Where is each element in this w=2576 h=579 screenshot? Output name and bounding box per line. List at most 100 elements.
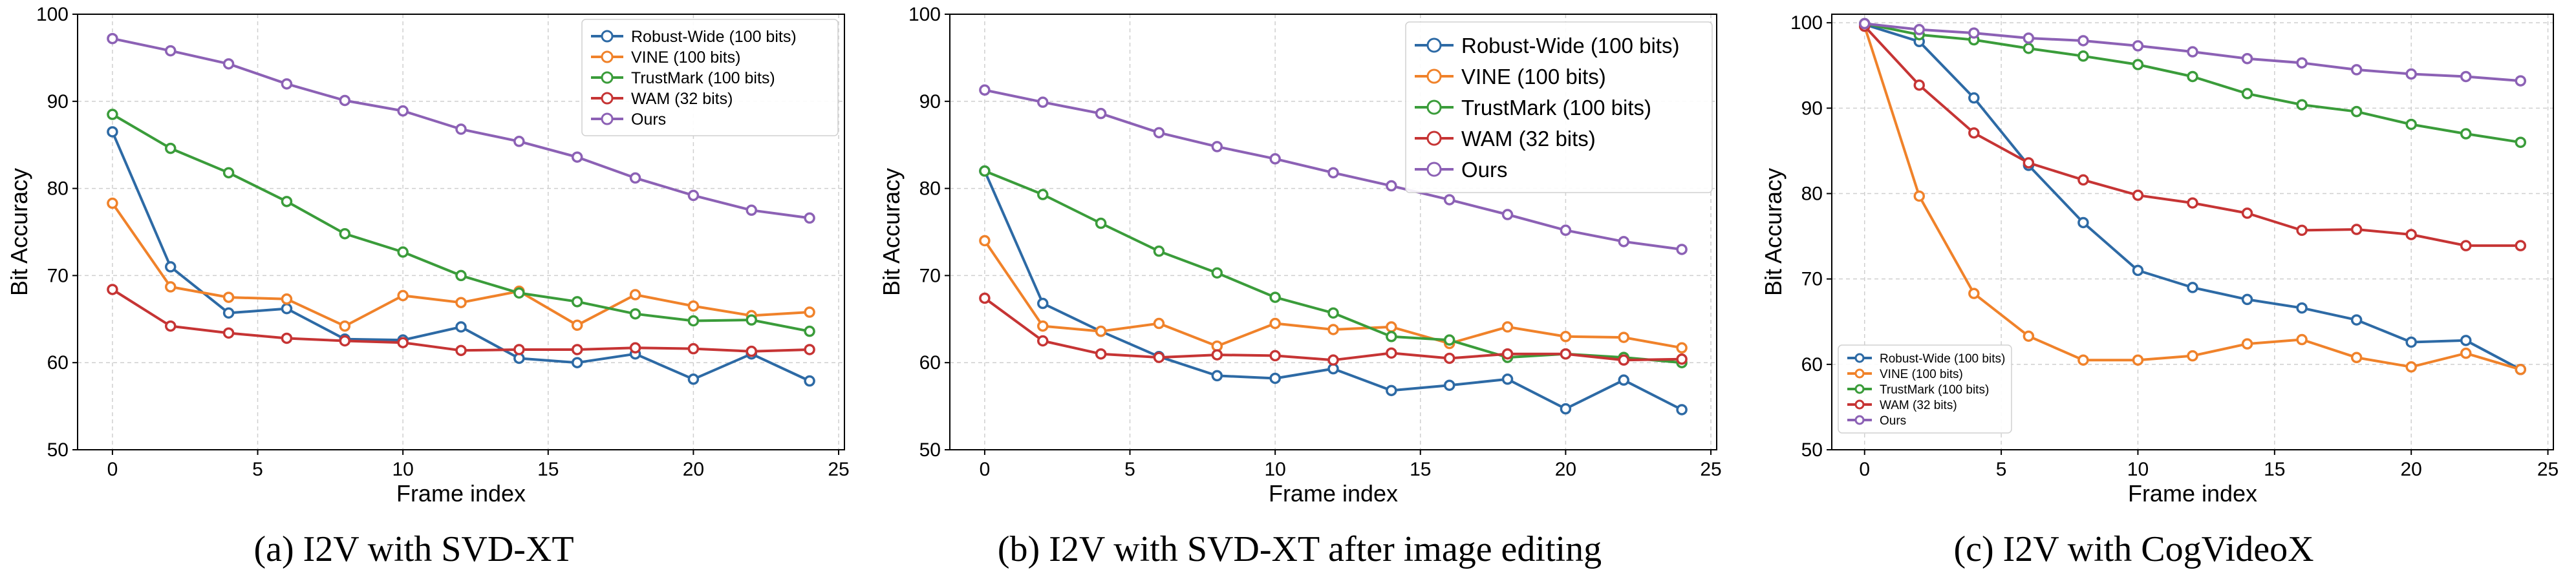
data-point — [2460, 128, 2472, 140]
data-point — [687, 315, 700, 327]
data-point — [2023, 43, 2035, 54]
y-tick-label: 70 — [1801, 269, 1823, 290]
data-point — [1386, 321, 1397, 333]
plot-frame — [77, 14, 845, 450]
data-point — [1443, 352, 1455, 364]
y-tick-label: 80 — [919, 178, 941, 200]
data-point — [455, 269, 467, 282]
data-point — [107, 284, 118, 295]
data-point — [1211, 267, 1223, 279]
data-point — [2187, 282, 2198, 293]
legend-swatch-marker — [1426, 37, 1442, 53]
data-point — [2405, 118, 2417, 131]
legend-entry-label: WAM (32 bits) — [631, 90, 733, 108]
data-point — [2460, 240, 2472, 251]
data-point — [2241, 88, 2253, 100]
data-point — [1153, 317, 1165, 330]
data-point — [2077, 174, 2089, 186]
data-point — [2350, 224, 2363, 235]
legend-swatch-marker — [1426, 162, 1442, 177]
x-tick-label: 15 — [1410, 459, 1431, 480]
data-point — [804, 212, 815, 224]
data-point — [2132, 40, 2144, 52]
data-point — [687, 189, 700, 202]
y-tick-label: 70 — [47, 265, 69, 286]
data-point — [397, 290, 409, 302]
data-point — [2132, 354, 2144, 366]
data-point — [571, 296, 583, 308]
legend: Robust-Wide (100 bits) VINE (100 bits) Tru… — [1405, 21, 1713, 193]
legend-entry-label: Ours — [1880, 414, 1906, 428]
data-point — [2460, 70, 2472, 83]
data-point — [2077, 216, 2089, 229]
data-point — [2023, 32, 2035, 44]
x-tick-label: 20 — [1555, 459, 1576, 480]
data-point — [455, 321, 467, 333]
chart-panel-3: 0 5 10 15 20 25 50 60 70 80 90 100 Frame index Bit Ac… — [1760, 12, 2559, 569]
data-point — [513, 344, 525, 355]
data-point — [746, 314, 757, 326]
y-tick-label: 90 — [1801, 98, 1823, 119]
y-tick-label: 100 — [1790, 12, 1823, 34]
y-tick-label: 100 — [908, 4, 941, 25]
data-point — [107, 32, 118, 45]
data-point — [2296, 333, 2308, 346]
data-point — [455, 297, 467, 308]
legend-box — [581, 19, 839, 136]
data-point — [1618, 374, 1629, 386]
data-point — [107, 109, 118, 120]
data-point — [1269, 350, 1281, 362]
data-point — [629, 342, 641, 354]
data-point — [339, 320, 351, 332]
data-point — [397, 105, 409, 117]
y-tick-label: 60 — [919, 352, 941, 374]
data-point — [2187, 197, 2198, 209]
x-tick-label: 0 — [1859, 459, 1870, 480]
data-point — [2077, 354, 2089, 366]
data-point — [339, 335, 351, 347]
data-point — [165, 45, 177, 57]
legend-entry-label: Ours — [631, 111, 666, 129]
legend: Robust-Wide (100 bits) VINE (100 bits) Tru… — [581, 19, 839, 136]
data-point — [1968, 288, 1980, 299]
data-point — [2405, 68, 2417, 80]
data-point — [1968, 92, 1980, 104]
panel-caption: (a) I2V with SVD-XT — [253, 529, 574, 569]
y-axis-label: Bit Accuracy — [1760, 168, 1787, 296]
x-axis-label: Frame index — [1269, 480, 1398, 507]
y-tick-label: 80 — [1801, 184, 1823, 205]
data-point — [2515, 75, 2527, 87]
data-point — [1501, 374, 1514, 385]
data-point — [165, 142, 177, 154]
data-point — [455, 344, 467, 357]
legend-entry-label: VINE (100 bits) — [631, 48, 741, 67]
data-point — [222, 58, 235, 70]
data-point — [1560, 403, 1572, 415]
legend-entry-label: Robust-Wide (100 bits) — [631, 28, 797, 46]
data-point — [165, 281, 177, 293]
legend-swatch-marker — [1426, 131, 1442, 146]
data-point — [222, 327, 235, 339]
y-tick-label: 70 — [919, 265, 941, 286]
legend-swatch-marker — [601, 30, 614, 43]
panel-caption: (b) I2V with SVD-XT after image editing — [998, 529, 1602, 569]
data-point — [1269, 372, 1281, 384]
legend-entry-label: VINE (100 bits) — [1880, 368, 1963, 381]
y-tick-label: 50 — [47, 439, 69, 461]
legend-box — [1838, 344, 2012, 434]
data-point — [1386, 180, 1397, 192]
y-tick-label: 50 — [1801, 439, 1823, 461]
data-point — [1618, 354, 1629, 366]
x-tick-label: 10 — [392, 459, 413, 480]
legend-swatch-marker — [1854, 399, 1865, 410]
y-axis-label: Bit Accuracy — [6, 168, 32, 296]
data-point — [1327, 324, 1339, 335]
data-point — [1560, 348, 1572, 360]
x-tick-label: 25 — [1700, 459, 1721, 480]
data-point — [1676, 353, 1688, 365]
y-tick-label: 100 — [36, 4, 69, 25]
data-point — [1095, 348, 1107, 360]
legend-swatch-marker — [1854, 415, 1865, 425]
data-point — [746, 345, 757, 357]
data-point — [2350, 352, 2363, 364]
